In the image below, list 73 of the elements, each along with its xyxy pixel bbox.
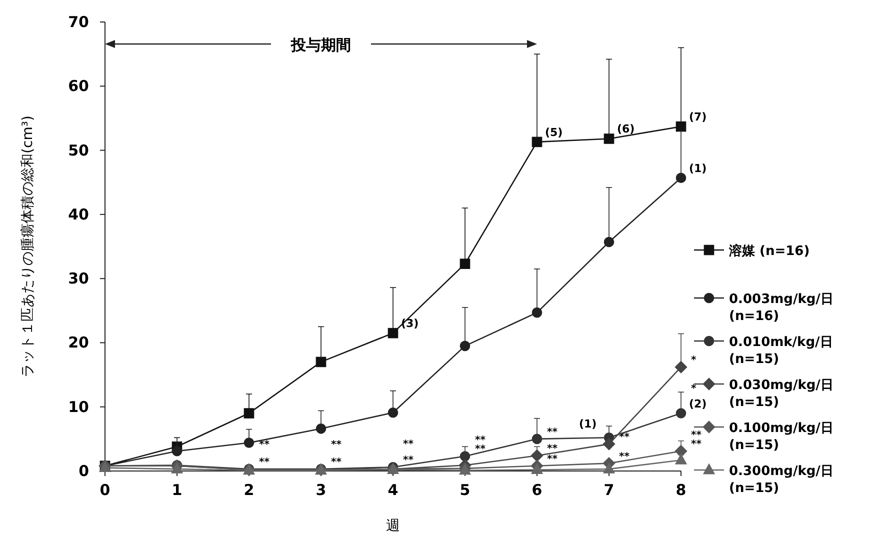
legend-label: 0.010mk/kg/日 (n=15) [729, 335, 833, 367]
annotation: ** [331, 440, 342, 451]
point [316, 424, 326, 434]
y-tick-label: 50 [68, 141, 89, 160]
point [676, 172, 686, 184]
y-tick-label: 0 [78, 462, 89, 480]
point [244, 438, 254, 448]
y-tick-label: 20 [68, 334, 89, 352]
annotation: ** [619, 451, 630, 462]
x-tick-label: 3 [316, 481, 326, 499]
legend-label: 0.003mg/kg/日 (n=16) [729, 292, 834, 324]
point [171, 463, 183, 474]
x-tick-label: 1 [172, 481, 182, 499]
point [674, 445, 688, 458]
annotation: ** [547, 426, 558, 438]
annotation: ** [259, 440, 270, 451]
legend-label: 溶媒 (n=16) [728, 243, 810, 259]
y-tick-label: 30 [68, 270, 89, 288]
point [244, 408, 254, 418]
annotation: ** [259, 457, 270, 468]
point [675, 454, 687, 464]
annotation: ** [331, 457, 342, 468]
x-tick-label: 5 [460, 481, 470, 499]
point [676, 121, 686, 132]
annotation: ** [403, 455, 414, 466]
point [460, 258, 470, 269]
point [532, 136, 542, 148]
legend-label: 0.300mg/kg/日 (n=15) [729, 464, 834, 496]
annotation: 投与期間 [290, 36, 351, 54]
point [388, 328, 398, 338]
x-tick-label: 4 [388, 481, 398, 499]
point [604, 236, 614, 248]
legend-label: 0.030mg/kg/日 (n=15) [729, 378, 834, 410]
point [604, 134, 614, 144]
point [388, 407, 398, 418]
legend-label: 0.100mg/kg/日 (n=15) [729, 421, 834, 453]
annotation: ** [691, 439, 702, 450]
x-tick-label: 8 [676, 481, 686, 499]
annotation: (1) [689, 162, 707, 175]
y-axis-title: ラット１匹あたりの腫瘍体積の総和(cm³) [20, 116, 36, 378]
point [602, 438, 616, 450]
x-axis-title: 週 [386, 518, 400, 534]
x-tick-label: 2 [244, 481, 254, 499]
point [531, 464, 543, 474]
annotation: ** [547, 444, 558, 455]
point [532, 307, 542, 318]
point [316, 356, 326, 368]
annotation: ** [403, 439, 414, 450]
point [603, 463, 615, 474]
annotation: ** [547, 454, 558, 465]
annotation: (6) [617, 122, 635, 136]
annotation: (1) [579, 418, 597, 431]
point [530, 450, 544, 462]
y-tick-label: 10 [68, 398, 89, 416]
point [676, 408, 686, 418]
x-tick-label: 7 [604, 481, 614, 499]
annotation: (3) [401, 317, 419, 330]
x-tick-label: 6 [532, 481, 542, 499]
point [674, 361, 688, 374]
annotation: (7) [689, 110, 707, 124]
annotation: * [691, 355, 697, 366]
y-tick-label: 70 [68, 13, 89, 31]
point [460, 340, 470, 352]
annotation: ** [475, 444, 486, 456]
point [532, 434, 542, 444]
y-tick-label: 60 [68, 77, 89, 96]
point [172, 446, 182, 456]
annotation: (5) [545, 126, 563, 139]
annotation: * [691, 383, 697, 394]
annotation: (2) [689, 397, 707, 410]
y-tick-label: 40 [68, 205, 89, 224]
x-tick-label: 0 [100, 481, 110, 499]
point [460, 451, 470, 462]
